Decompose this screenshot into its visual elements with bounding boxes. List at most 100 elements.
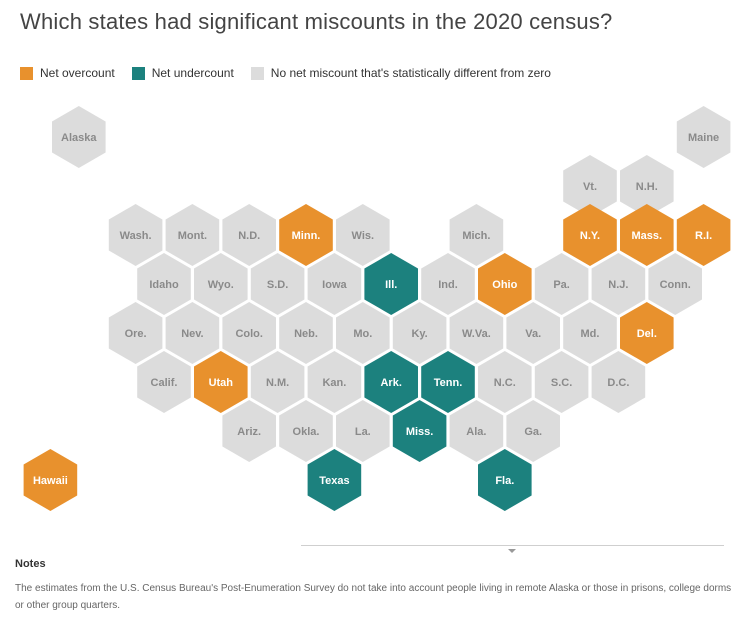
state-hex	[620, 155, 674, 217]
legend-item-undercount: Net undercount	[131, 66, 234, 80]
state-tile-mont: Mont.	[165, 204, 220, 266]
state-label: Colo.	[235, 328, 263, 340]
state-label: Idaho	[149, 279, 179, 291]
state-tile-s-c: S.C.	[534, 351, 589, 413]
state-hex	[194, 351, 248, 413]
state-hex	[478, 351, 532, 413]
state-tile-vt: Vt.	[563, 155, 617, 217]
state-label: N.C.	[494, 377, 516, 389]
state-label: Miss.	[406, 426, 434, 438]
state-hex	[591, 253, 646, 315]
state-tile-n-y: N.Y.	[563, 204, 617, 266]
state-hex	[336, 400, 390, 462]
state-hex	[478, 449, 532, 511]
state-hex	[165, 302, 220, 364]
state-label: W.Va.	[462, 328, 491, 340]
state-label: Del.	[637, 328, 657, 340]
state-tile-md: Md.	[563, 302, 617, 364]
state-label: N.J.	[608, 279, 628, 291]
state-hex	[421, 253, 475, 315]
state-label: Kan.	[322, 377, 346, 389]
state-label: D.C.	[607, 377, 629, 389]
state-label: Wash.	[120, 230, 152, 242]
state-hex	[534, 253, 589, 315]
legend-swatch-undercount	[131, 66, 145, 80]
state-tile-ark: Ark.	[364, 351, 418, 413]
state-label: Nev.	[181, 328, 203, 340]
legend-swatch-overcount	[20, 66, 33, 80]
state-hex	[307, 253, 362, 315]
state-tile-tenn: Tenn.	[421, 351, 475, 413]
state-label: Conn.	[660, 279, 691, 291]
state-hex	[108, 302, 163, 364]
state-hex	[676, 204, 731, 266]
state-hex	[506, 400, 560, 462]
state-tile-va: Va.	[506, 302, 560, 364]
notes-heading: Notes	[15, 558, 46, 570]
state-label: Wyo.	[208, 279, 234, 291]
state-tile-mass: Mass.	[620, 204, 674, 266]
state-label: Md.	[581, 328, 600, 340]
state-hex	[250, 351, 305, 413]
state-hex	[222, 204, 276, 266]
state-tile-ohio: Ohio	[478, 253, 532, 315]
state-tile-s-d: S.D.	[250, 253, 305, 315]
state-label: Mass.	[632, 230, 663, 242]
state-tile-la: La.	[336, 400, 390, 462]
state-tile-pa: Pa.	[534, 253, 589, 315]
state-label: Ala.	[466, 426, 486, 438]
state-label: Iowa	[322, 279, 347, 291]
legend-label-undercount: Net undercount	[151, 66, 234, 80]
state-tile-ky: Ky.	[392, 302, 447, 364]
state-tile-n-j: N.J.	[591, 253, 646, 315]
state-hex	[222, 302, 276, 364]
state-label: Mont.	[178, 230, 207, 242]
state-label: Hawaii	[33, 475, 68, 487]
state-label: Texas	[319, 475, 349, 487]
state-tile-minn: Minn.	[279, 204, 333, 266]
legend-item-no-miscount: No net miscount that's statistically dif…	[250, 66, 551, 80]
state-tile-n-c: N.C.	[478, 351, 532, 413]
state-tile-mich: Mich.	[449, 204, 504, 266]
state-hex	[165, 204, 220, 266]
state-hex	[392, 302, 447, 364]
state-label: Ariz.	[237, 426, 261, 438]
caret-down-icon	[508, 549, 516, 553]
state-tile-d-c: D.C.	[591, 351, 646, 413]
state-hex	[137, 253, 191, 315]
state-label: Maine	[688, 132, 719, 144]
state-label: Alaska	[61, 132, 97, 144]
state-hex	[364, 351, 418, 413]
legend-label-no-miscount: No net miscount that's statistically dif…	[270, 66, 551, 80]
state-hex	[336, 302, 390, 364]
state-label: Minn.	[292, 230, 321, 242]
state-label: Mich.	[462, 230, 490, 242]
state-label: Ore.	[125, 328, 147, 340]
state-label: Tenn.	[434, 377, 463, 389]
state-label: N.M.	[266, 377, 289, 389]
state-hex	[648, 253, 702, 315]
state-label: S.D.	[267, 279, 288, 291]
state-tile-alaska: Alaska	[52, 106, 106, 168]
state-hex	[534, 351, 589, 413]
state-label: Ga.	[524, 426, 542, 438]
state-label: N.D.	[238, 230, 260, 242]
state-hex	[563, 204, 617, 266]
hex-tile-map: Alaska Maine Vt. N.H. Wash. Mont. N.D. Minn. Wis…	[23, 106, 731, 511]
state-label: Mo.	[353, 328, 372, 340]
notes-divider	[301, 545, 724, 546]
state-label: Pa.	[553, 279, 570, 291]
state-tile-fla: Fla.	[478, 449, 532, 511]
state-hex	[194, 253, 248, 315]
state-hex	[52, 106, 106, 168]
state-tile-n-d: N.D.	[222, 204, 276, 266]
state-hex	[506, 302, 560, 364]
state-hex	[620, 204, 674, 266]
state-tile-wis: Wis.	[336, 204, 390, 266]
notes-text: The estimates from the U.S. Census Burea…	[15, 583, 732, 611]
state-label: Va.	[525, 328, 541, 340]
state-hex	[307, 351, 362, 413]
state-tile-okla: Okla.	[279, 400, 333, 462]
state-tile-texas: Texas	[307, 449, 362, 511]
state-hex	[421, 351, 475, 413]
